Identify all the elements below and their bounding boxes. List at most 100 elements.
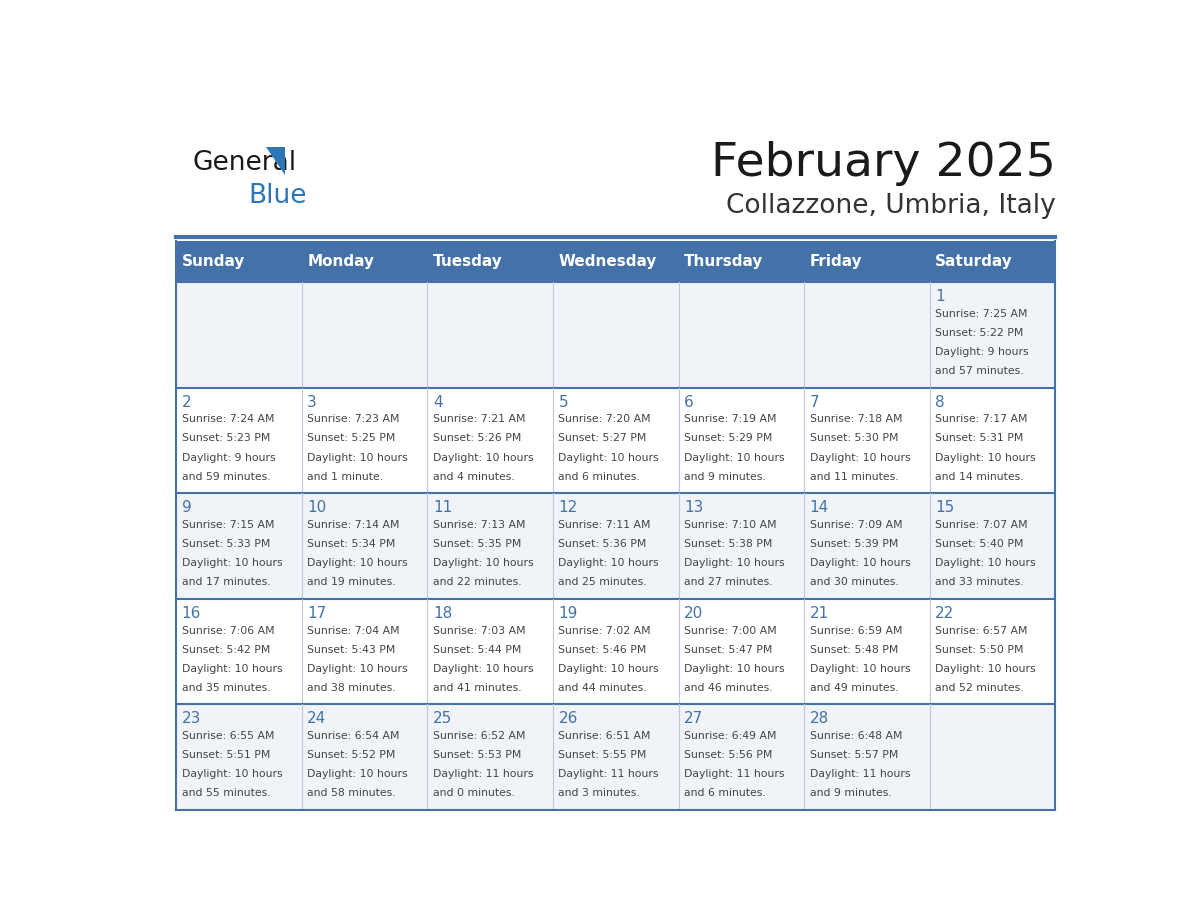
- Text: Sunrise: 7:23 AM: Sunrise: 7:23 AM: [308, 414, 399, 424]
- Text: Sunrise: 7:07 AM: Sunrise: 7:07 AM: [935, 520, 1028, 530]
- Text: and 25 minutes.: and 25 minutes.: [558, 577, 647, 588]
- Text: and 58 minutes.: and 58 minutes.: [308, 789, 396, 799]
- Text: Sunset: 5:23 PM: Sunset: 5:23 PM: [182, 433, 270, 443]
- Text: and 6 minutes.: and 6 minutes.: [558, 472, 640, 482]
- Text: and 27 minutes.: and 27 minutes.: [684, 577, 772, 588]
- Text: and 14 minutes.: and 14 minutes.: [935, 472, 1024, 482]
- Text: 8: 8: [935, 395, 944, 409]
- Text: Sunrise: 7:18 AM: Sunrise: 7:18 AM: [810, 414, 902, 424]
- Text: Sunset: 5:48 PM: Sunset: 5:48 PM: [810, 644, 898, 655]
- Text: Saturday: Saturday: [935, 254, 1013, 269]
- Text: Daylight: 10 hours: Daylight: 10 hours: [810, 664, 910, 674]
- Text: February 2025: February 2025: [710, 140, 1055, 185]
- Text: and 3 minutes.: and 3 minutes.: [558, 789, 640, 799]
- Text: 13: 13: [684, 500, 703, 515]
- Text: Daylight: 10 hours: Daylight: 10 hours: [935, 453, 1036, 463]
- Text: 23: 23: [182, 711, 201, 726]
- Text: Sunset: 5:26 PM: Sunset: 5:26 PM: [432, 433, 522, 443]
- Text: Daylight: 10 hours: Daylight: 10 hours: [810, 558, 910, 568]
- Text: Sunrise: 7:00 AM: Sunrise: 7:00 AM: [684, 625, 777, 635]
- Text: Sunset: 5:46 PM: Sunset: 5:46 PM: [558, 644, 646, 655]
- Text: Daylight: 9 hours: Daylight: 9 hours: [182, 453, 276, 463]
- Bar: [176, 704, 1055, 810]
- Text: and 46 minutes.: and 46 minutes.: [684, 683, 772, 693]
- Text: Sunset: 5:30 PM: Sunset: 5:30 PM: [810, 433, 898, 443]
- Text: Daylight: 10 hours: Daylight: 10 hours: [684, 558, 785, 568]
- Text: Sunset: 5:22 PM: Sunset: 5:22 PM: [935, 328, 1024, 338]
- Text: and 41 minutes.: and 41 minutes.: [432, 683, 522, 693]
- Text: and 49 minutes.: and 49 minutes.: [810, 683, 898, 693]
- Text: and 1 minute.: and 1 minute.: [308, 472, 384, 482]
- Text: Sunrise: 7:15 AM: Sunrise: 7:15 AM: [182, 520, 274, 530]
- Text: Daylight: 10 hours: Daylight: 10 hours: [432, 664, 533, 674]
- Text: Sunrise: 7:24 AM: Sunrise: 7:24 AM: [182, 414, 274, 424]
- Text: Sunset: 5:35 PM: Sunset: 5:35 PM: [432, 539, 522, 549]
- Text: Sunrise: 7:25 AM: Sunrise: 7:25 AM: [935, 308, 1028, 319]
- Bar: [176, 599, 1055, 704]
- Text: Sunset: 5:51 PM: Sunset: 5:51 PM: [182, 750, 270, 760]
- Text: Sunset: 5:50 PM: Sunset: 5:50 PM: [935, 644, 1024, 655]
- Text: Tuesday: Tuesday: [432, 254, 503, 269]
- Text: Sunday: Sunday: [182, 254, 245, 269]
- Polygon shape: [266, 147, 285, 175]
- Text: Sunrise: 6:49 AM: Sunrise: 6:49 AM: [684, 732, 777, 741]
- Text: Sunrise: 6:54 AM: Sunrise: 6:54 AM: [308, 732, 399, 741]
- Bar: [176, 387, 1055, 493]
- Text: Sunrise: 7:14 AM: Sunrise: 7:14 AM: [308, 520, 399, 530]
- Bar: [176, 493, 1055, 599]
- Text: 18: 18: [432, 606, 453, 621]
- Text: Monday: Monday: [308, 254, 374, 269]
- Text: and 30 minutes.: and 30 minutes.: [810, 577, 898, 588]
- Text: Sunset: 5:40 PM: Sunset: 5:40 PM: [935, 539, 1024, 549]
- Text: Sunrise: 6:52 AM: Sunrise: 6:52 AM: [432, 732, 525, 741]
- Text: and 33 minutes.: and 33 minutes.: [935, 577, 1024, 588]
- Text: 10: 10: [308, 500, 327, 515]
- Text: 27: 27: [684, 711, 703, 726]
- Text: Sunset: 5:47 PM: Sunset: 5:47 PM: [684, 644, 772, 655]
- Text: 16: 16: [182, 606, 201, 621]
- Text: 3: 3: [308, 395, 317, 409]
- Text: and 59 minutes.: and 59 minutes.: [182, 472, 271, 482]
- Text: Sunset: 5:53 PM: Sunset: 5:53 PM: [432, 750, 522, 760]
- Bar: [176, 282, 1055, 387]
- Text: 9: 9: [182, 500, 191, 515]
- Text: Sunset: 5:42 PM: Sunset: 5:42 PM: [182, 644, 270, 655]
- Text: Thursday: Thursday: [684, 254, 764, 269]
- Text: Sunset: 5:38 PM: Sunset: 5:38 PM: [684, 539, 772, 549]
- Text: Sunrise: 6:51 AM: Sunrise: 6:51 AM: [558, 732, 651, 741]
- Text: Sunrise: 7:17 AM: Sunrise: 7:17 AM: [935, 414, 1028, 424]
- Text: 21: 21: [810, 606, 829, 621]
- Text: 28: 28: [810, 711, 829, 726]
- Text: Sunrise: 7:21 AM: Sunrise: 7:21 AM: [432, 414, 525, 424]
- Text: 14: 14: [810, 500, 829, 515]
- Text: Daylight: 10 hours: Daylight: 10 hours: [935, 664, 1036, 674]
- Text: Daylight: 10 hours: Daylight: 10 hours: [308, 664, 407, 674]
- Text: and 11 minutes.: and 11 minutes.: [810, 472, 898, 482]
- Text: Blue: Blue: [248, 184, 307, 209]
- Text: Sunset: 5:33 PM: Sunset: 5:33 PM: [182, 539, 270, 549]
- Text: Daylight: 10 hours: Daylight: 10 hours: [558, 558, 659, 568]
- Text: 7: 7: [810, 395, 820, 409]
- Text: Daylight: 10 hours: Daylight: 10 hours: [182, 769, 283, 779]
- Text: Sunset: 5:31 PM: Sunset: 5:31 PM: [935, 433, 1024, 443]
- Bar: [176, 241, 1055, 282]
- Text: Sunrise: 7:09 AM: Sunrise: 7:09 AM: [810, 520, 903, 530]
- Text: Sunrise: 7:13 AM: Sunrise: 7:13 AM: [432, 520, 525, 530]
- Text: Daylight: 10 hours: Daylight: 10 hours: [308, 453, 407, 463]
- Text: Sunset: 5:56 PM: Sunset: 5:56 PM: [684, 750, 772, 760]
- Text: Daylight: 10 hours: Daylight: 10 hours: [182, 664, 283, 674]
- Text: Daylight: 11 hours: Daylight: 11 hours: [810, 769, 910, 779]
- Text: Sunset: 5:39 PM: Sunset: 5:39 PM: [810, 539, 898, 549]
- Text: 22: 22: [935, 606, 954, 621]
- Text: and 57 minutes.: and 57 minutes.: [935, 366, 1024, 376]
- Text: Daylight: 10 hours: Daylight: 10 hours: [935, 558, 1036, 568]
- Text: Sunrise: 7:02 AM: Sunrise: 7:02 AM: [558, 625, 651, 635]
- Text: Daylight: 11 hours: Daylight: 11 hours: [558, 769, 659, 779]
- Text: Sunrise: 7:04 AM: Sunrise: 7:04 AM: [308, 625, 400, 635]
- Text: Sunrise: 6:59 AM: Sunrise: 6:59 AM: [810, 625, 902, 635]
- Text: Daylight: 11 hours: Daylight: 11 hours: [684, 769, 784, 779]
- Text: Wednesday: Wednesday: [558, 254, 657, 269]
- Text: Daylight: 11 hours: Daylight: 11 hours: [432, 769, 533, 779]
- Text: Sunset: 5:27 PM: Sunset: 5:27 PM: [558, 433, 646, 443]
- Text: 6: 6: [684, 395, 694, 409]
